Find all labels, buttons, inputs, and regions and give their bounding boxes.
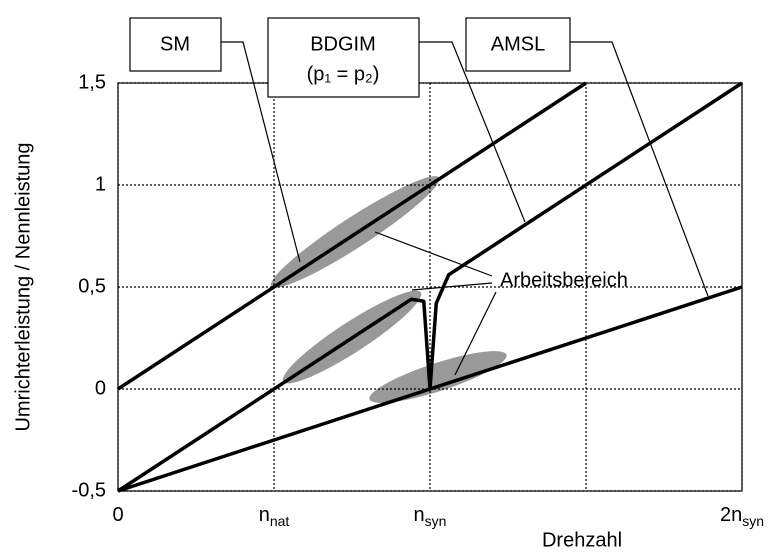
legend-label: BDGIM — [310, 33, 376, 55]
x-tick-label-text: 2n — [720, 504, 742, 526]
legend-label: SM — [160, 33, 190, 55]
x-tick-label-text: 0 — [112, 504, 123, 526]
annotation: Arbeitsbereich — [500, 269, 628, 291]
x-tick-label-text: n — [259, 504, 270, 526]
leader-line — [454, 291, 497, 376]
x-tick-label-sub: syn — [742, 513, 764, 529]
leader-line — [411, 282, 493, 291]
y-tick-label: -0,5 — [72, 479, 106, 501]
series-line — [117, 81, 587, 391]
plot: -0,500,511,50 nnat nsyn 2nsyn — [72, 71, 764, 528]
x-tick-label-text: n — [414, 504, 425, 526]
leader-line — [419, 41, 526, 223]
leader-line — [374, 231, 493, 277]
label-box — [465, 17, 571, 72]
y-tick-label: 1,5 — [78, 71, 106, 93]
series-line — [117, 285, 743, 493]
x-tick-label: 2nsyn — [720, 504, 764, 528]
y-axis-label: Umrichterleistung / Nennleistung — [12, 142, 34, 431]
x-tick-label: nnat — [259, 504, 290, 528]
leader-line — [570, 41, 709, 297]
leader-line — [221, 41, 301, 263]
x-tick-label: nsyn — [414, 504, 447, 528]
y-tick-label: 0,5 — [78, 275, 106, 297]
legend-label: AMSL — [491, 33, 545, 55]
label-box — [129, 17, 222, 72]
working-area — [369, 351, 507, 403]
y-tick-label: 1 — [95, 173, 106, 195]
x-axis-label: Drehzahl — [542, 529, 622, 551]
x-tick-label-sub: nat — [270, 513, 290, 529]
label-box — [267, 17, 420, 98]
annotation: (p₁ = p₂) — [307, 63, 380, 85]
y-tick-label: 0 — [95, 377, 106, 399]
x-tick-label: 0 — [112, 504, 123, 526]
x-tick-label-sub: syn — [425, 513, 447, 529]
